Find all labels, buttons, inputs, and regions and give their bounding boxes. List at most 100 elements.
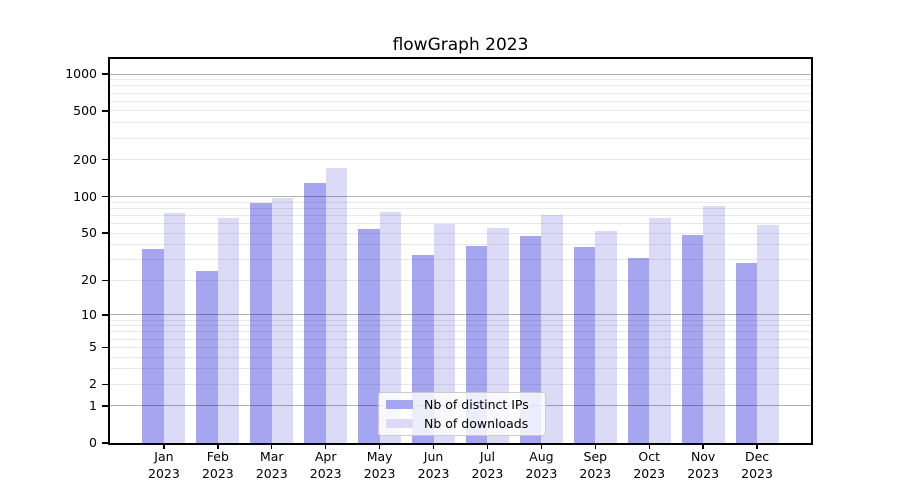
x-tick-label: Mar 2023 <box>244 449 300 482</box>
bar-downloads-jun <box>433 224 456 443</box>
y-tick-label: 50 <box>81 225 97 240</box>
legend-item-downloads: Nb of downloads <box>386 416 538 431</box>
x-tick-mark <box>756 444 758 449</box>
gridline-major <box>110 314 811 316</box>
y-tick-label: 500 <box>73 102 97 118</box>
x-tick-label: Aug 2023 <box>513 449 569 482</box>
y-tick-label: 0 <box>89 435 97 450</box>
bar-distinct-ips-aug <box>519 236 542 443</box>
x-tick-label: Dec 2023 <box>729 449 785 482</box>
y-tick-mark <box>102 110 108 112</box>
x-tick-year: 2023 <box>417 465 450 481</box>
x-tick-mark <box>163 444 165 449</box>
gridline-minor <box>110 214 811 216</box>
gridline-minor <box>110 137 811 139</box>
x-tick-mark <box>648 444 650 449</box>
gridline-minor <box>110 346 811 348</box>
y-tick-mark <box>102 279 108 282</box>
y-tick-label: 20 <box>81 272 97 288</box>
chart-title: flowGraph 2023 <box>392 35 529 55</box>
gridline-minor <box>110 92 811 94</box>
gridline-minor <box>110 356 811 358</box>
x-tick-month: Apr <box>314 449 337 464</box>
x-tick-year: 2023 <box>579 465 612 481</box>
x-tick-label: Nov 2023 <box>675 449 731 482</box>
x-tick-year: 2023 <box>255 465 288 481</box>
gridline-major <box>110 196 811 197</box>
x-tick-mark <box>432 444 435 449</box>
gridline-minor <box>110 279 811 281</box>
y-tick-mark <box>102 442 108 444</box>
bar-downloads-jul <box>487 228 509 443</box>
gridline-minor <box>110 232 811 234</box>
gridline-minor <box>110 79 811 81</box>
x-tick-mark <box>217 444 219 449</box>
bar-distinct-ips-sep <box>573 247 596 443</box>
x-tick-year: 2023 <box>148 465 180 481</box>
x-tick-mark <box>540 444 543 449</box>
x-tick-year: 2023 <box>633 465 666 481</box>
y-tick-mark <box>102 405 108 407</box>
gridline-minor <box>110 201 811 203</box>
gridline-minor <box>110 338 811 340</box>
y-tick-mark <box>102 195 108 198</box>
bar-distinct-ips-may <box>358 228 380 443</box>
x-tick-month: Jan <box>154 449 174 464</box>
gridline-minor <box>110 325 811 327</box>
gridline-minor <box>110 368 811 370</box>
gridline-minor <box>110 244 811 246</box>
y-tick-mark <box>102 232 108 234</box>
gridline-minor <box>110 207 811 209</box>
bar-distinct-ips-nov <box>681 235 704 443</box>
bar-downloads-aug <box>541 215 563 443</box>
y-tick-label: 2 <box>89 376 97 392</box>
gridline-minor <box>110 319 811 321</box>
bar-downloads-mar <box>271 198 294 443</box>
x-tick-month: Feb <box>206 449 229 464</box>
x-tick-mark <box>378 444 381 449</box>
legend-item-distinct-ips: Nb of distinct IPs <box>386 397 538 412</box>
x-tick-year: 2023 <box>309 465 342 481</box>
x-tick-year: 2023 <box>687 465 720 481</box>
x-tick-month: May <box>366 449 393 464</box>
x-tick-label: Oct 2023 <box>621 449 677 482</box>
gridline-minor <box>110 222 811 224</box>
gridline-minor <box>110 383 811 385</box>
x-tick-month: Jun <box>423 449 444 464</box>
bar-downloads-may <box>379 212 402 443</box>
x-tick-month: Nov <box>690 449 716 464</box>
x-tick-year: 2023 <box>201 465 234 481</box>
x-tick-month: Aug <box>529 449 554 464</box>
bar-downloads-jan <box>163 213 186 443</box>
x-tick-label: Jan 2023 <box>136 449 192 482</box>
y-tick-mark <box>102 383 108 386</box>
bar-distinct-ips-apr <box>304 183 326 443</box>
x-tick-month: Dec <box>744 449 770 464</box>
y-tick-label: 100 <box>73 188 97 204</box>
x-tick-mark <box>702 444 704 449</box>
x-tick-mark <box>594 444 596 449</box>
legend-label-downloads: Nb of downloads <box>424 415 529 431</box>
bar-distinct-ips-jan <box>142 248 164 443</box>
y-tick-mark <box>102 73 108 75</box>
x-tick-month: Mar <box>259 449 284 464</box>
x-tick-mark <box>486 444 489 449</box>
y-tick-mark <box>102 346 108 348</box>
bar-distinct-ips-feb <box>196 271 218 443</box>
gridline-minor <box>110 100 811 102</box>
bar-downloads-oct <box>649 218 671 443</box>
y-tick-mark <box>102 314 108 316</box>
x-tick-month: Sep <box>583 449 608 464</box>
x-tick-label: Feb 2023 <box>190 449 246 482</box>
gridline-minor <box>110 259 811 261</box>
bar-downloads-apr <box>325 167 348 443</box>
x-tick-label: Apr 2023 <box>298 449 354 482</box>
x-tick-mark <box>324 444 327 449</box>
bar-downloads-dec <box>757 225 779 443</box>
y-tick-label: 1 <box>89 397 97 413</box>
bar-downloads-nov <box>703 205 725 443</box>
x-tick-label: May 2023 <box>352 449 408 482</box>
y-tick-label: 200 <box>73 151 97 167</box>
x-tick-mark <box>271 444 273 449</box>
x-tick-label: Sep 2023 <box>567 449 623 482</box>
